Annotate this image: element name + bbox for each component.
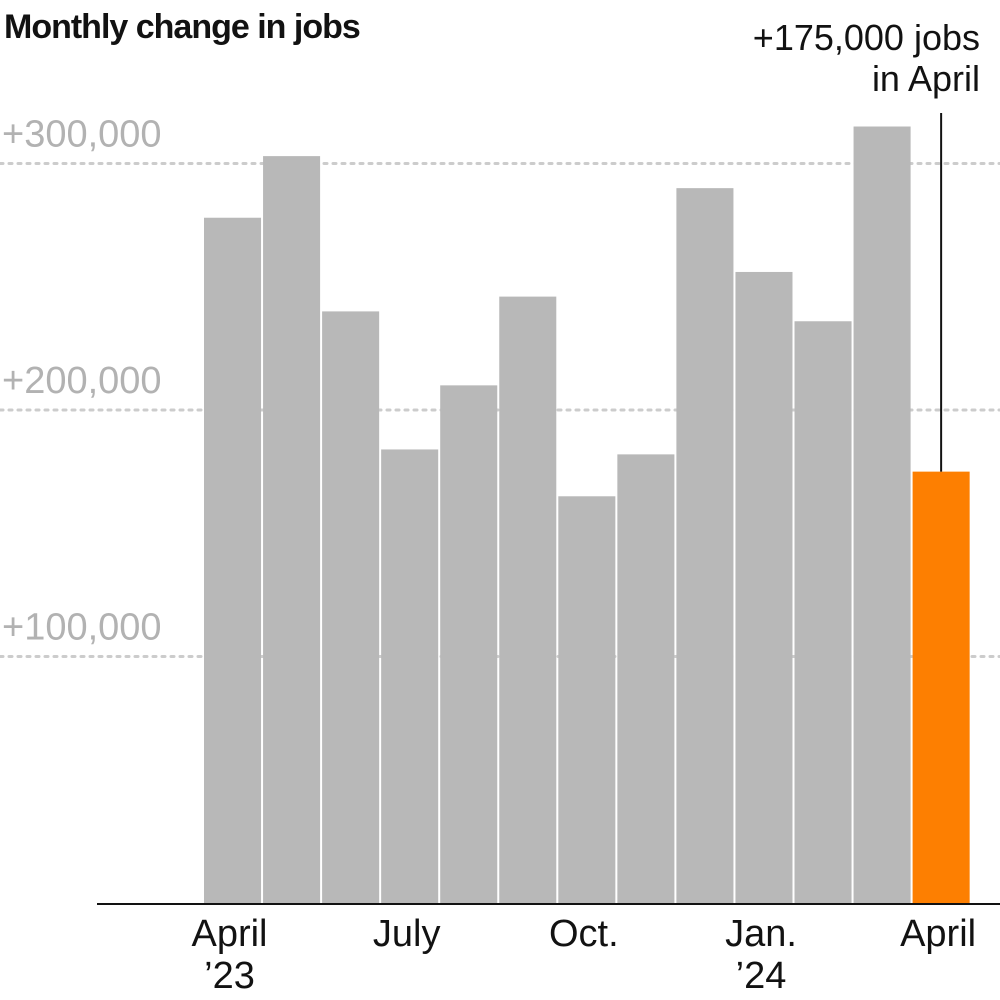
x-tick-label-1-line-1: April xyxy=(191,913,267,955)
bar-10 xyxy=(735,271,793,904)
x-tick-label-5: April xyxy=(900,913,976,955)
bars xyxy=(204,126,970,904)
y-tick-label-1: +100,000 xyxy=(2,607,162,649)
y-tick-label-3: +300,000 xyxy=(2,114,162,156)
annotation-text-line-1: +175,000 jobs xyxy=(753,17,980,58)
bar-12 xyxy=(853,126,911,903)
bar-5 xyxy=(440,385,498,904)
bar-13 xyxy=(912,471,970,904)
annotation-text-line-2: in April xyxy=(872,58,980,99)
x-tick-label-4-line-2: ’24 xyxy=(736,955,787,997)
x-tick-label-1-line-2: ’23 xyxy=(204,955,255,997)
x-tick-label-4-line-1: Jan. xyxy=(725,913,797,955)
bar-2 xyxy=(263,156,321,904)
y-axis-labels: +100,000 +200,000 +300,000 xyxy=(2,114,162,649)
bar-8 xyxy=(617,454,675,903)
bar-3 xyxy=(322,311,380,903)
bar-7 xyxy=(558,496,616,903)
x-tick-label-2: July xyxy=(373,913,441,955)
x-tick-label-3: Oct. xyxy=(549,913,619,955)
y-tick-label-2: +200,000 xyxy=(2,360,162,402)
bar-11 xyxy=(794,321,852,903)
bar-4 xyxy=(381,449,439,903)
bar-6 xyxy=(499,296,557,903)
chart-title: Monthly change in jobs xyxy=(4,8,360,46)
bar-9 xyxy=(676,188,734,903)
bar-1 xyxy=(204,217,262,904)
